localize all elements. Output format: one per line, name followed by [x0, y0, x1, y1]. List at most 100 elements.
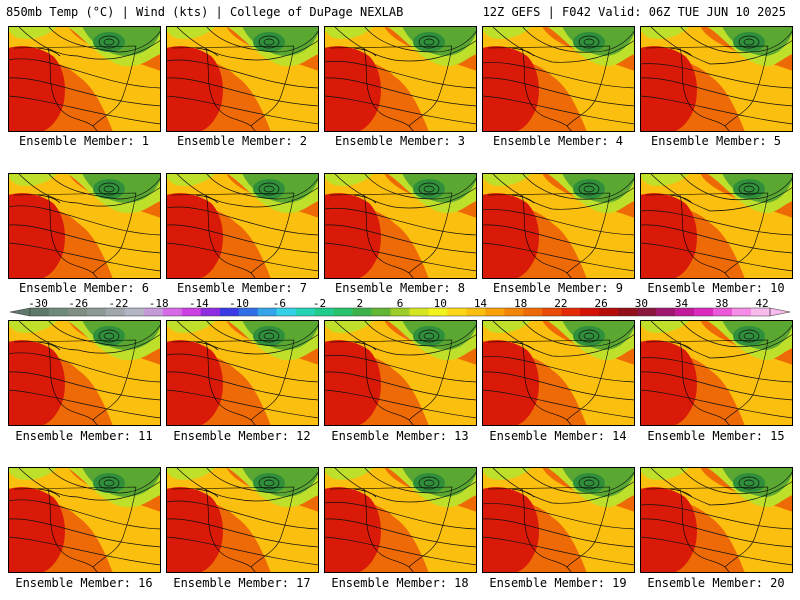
- colorbar-swatch: [732, 308, 752, 316]
- colorbar-swatch: [504, 308, 524, 316]
- member-label: Ensemble Member: 10: [647, 281, 785, 295]
- ensemble-member-map: [166, 320, 319, 426]
- member-label: Ensemble Member: 7: [176, 281, 308, 295]
- colorbar-swatch: [390, 308, 410, 316]
- temperature-map-image: [482, 467, 635, 573]
- colorbar-swatch: [314, 308, 334, 316]
- colorbar-swatch: [295, 308, 315, 316]
- colorbar-swatch: [580, 308, 600, 316]
- colorbar-tick-label: 2: [356, 297, 364, 310]
- member-label: Ensemble Member: 4: [492, 134, 624, 148]
- colorbar-swatch: [618, 308, 638, 316]
- map-title: 850mb Temp (°C) | Wind (kts) | College o…: [6, 5, 404, 19]
- colorbar-tick-label: 38: [715, 297, 729, 310]
- ensemble-member-map: [324, 320, 477, 426]
- ensemble-member-map: [640, 320, 793, 426]
- ensemble-member-map: [8, 467, 161, 573]
- temperature-colorbar: [9, 307, 791, 317]
- colorbar-swatch: [523, 308, 543, 316]
- colorbar-swatch: [238, 308, 258, 316]
- colorbar-swatch: [124, 308, 145, 316]
- colorbar-tick-label: -26: [68, 297, 89, 310]
- colorbar-tick-label: 30: [634, 297, 648, 310]
- member-label: Ensemble Member: 11: [15, 429, 153, 443]
- colorbar-swatch: [694, 308, 714, 316]
- ensemble-member-map: [166, 26, 319, 132]
- ensemble-member-map: [482, 320, 635, 426]
- colorbar-swatch: [751, 308, 771, 316]
- temperature-map-image: [640, 26, 793, 132]
- temperature-map-image: [640, 173, 793, 279]
- temperature-map-image: [8, 26, 161, 132]
- member-label: Ensemble Member: 3: [334, 134, 466, 148]
- colorbar-swatch: [409, 308, 429, 316]
- colorbar-swatch: [466, 308, 486, 316]
- temperature-map-image: [640, 320, 793, 426]
- colorbar-swatch: [352, 308, 372, 316]
- member-label: Ensemble Member: 14: [489, 429, 627, 443]
- colorbar-swatch: [333, 308, 353, 316]
- colorbar-swatch: [447, 308, 467, 316]
- member-label: Ensemble Member: 5: [650, 134, 782, 148]
- ensemble-member-map: [482, 173, 635, 279]
- member-label: Ensemble Member: 15: [647, 429, 785, 443]
- colorbar-swatch: [162, 308, 183, 316]
- colorbar-swatch: [599, 308, 619, 316]
- temperature-map-image: [482, 320, 635, 426]
- colorbar-swatch: [713, 308, 733, 316]
- colorbar-swatch: [200, 308, 221, 316]
- member-label: Ensemble Member: 16: [15, 576, 153, 590]
- colorbar-swatch: [105, 308, 126, 316]
- member-label: Ensemble Member: 18: [331, 576, 469, 590]
- temperature-map-image: [166, 26, 319, 132]
- temperature-map-image: [482, 26, 635, 132]
- member-label: Ensemble Member: 13: [331, 429, 469, 443]
- colorbar-tick-label: -30: [28, 297, 48, 310]
- ensemble-member-map: [8, 26, 161, 132]
- colorbar-swatch: [48, 308, 69, 316]
- ensemble-member-map: [640, 467, 793, 573]
- colorbar-tick-label: 26: [594, 297, 608, 310]
- colorbar-tick-label: 18: [514, 297, 528, 310]
- run-valid-time: 12Z GEFS | F042 Valid: 06Z TUE JUN 10 20…: [482, 5, 786, 19]
- colorbar-tick-label: -18: [148, 297, 169, 310]
- member-label: Ensemble Member: 9: [492, 281, 624, 295]
- colorbar-swatch: [675, 308, 695, 316]
- member-label: Ensemble Member: 8: [334, 281, 466, 295]
- ensemble-member-map: [324, 173, 477, 279]
- colorbar-tick-label: 34: [674, 297, 689, 310]
- temperature-map-image: [8, 173, 161, 279]
- ensemble-member-map: [166, 173, 319, 279]
- temperature-map-image: [324, 320, 477, 426]
- colorbar-swatch: [371, 308, 391, 316]
- colorbar-swatch: [30, 308, 50, 316]
- temperature-map-image: [166, 320, 319, 426]
- colorbar-swatch: [276, 308, 296, 316]
- colorbar-swatch: [485, 308, 505, 316]
- colorbar-tick-label: 6: [396, 297, 404, 310]
- ensemble-member-map: [324, 26, 477, 132]
- temperature-map-image: [166, 467, 319, 573]
- ensemble-member-map: [482, 26, 635, 132]
- colorbar-swatch: [656, 308, 676, 316]
- member-label: Ensemble Member: 2: [176, 134, 308, 148]
- member-label: Ensemble Member: 1: [18, 134, 150, 148]
- colorbar-tick-label: -6: [272, 297, 286, 310]
- colorbar-swatch: [257, 308, 277, 316]
- ensemble-member-map: [482, 467, 635, 573]
- colorbar-swatch: [428, 308, 448, 316]
- colorbar-swatch: [542, 308, 562, 316]
- ensemble-member-map: [640, 26, 793, 132]
- colorbar-swatch: [143, 308, 164, 316]
- colorbar-tick-label: -22: [108, 297, 129, 310]
- colorbar-swatch: [561, 308, 581, 316]
- member-label: Ensemble Member: 20: [647, 576, 785, 590]
- colorbar-tick-label: -2: [312, 297, 327, 310]
- ensemble-member-map: [166, 467, 319, 573]
- temperature-map-image: [324, 173, 477, 279]
- member-label: Ensemble Member: 19: [489, 576, 627, 590]
- ensemble-member-map: [8, 320, 161, 426]
- temperature-map-image: [166, 173, 319, 279]
- temperature-map-image: [324, 467, 477, 573]
- ensemble-member-map: [640, 173, 793, 279]
